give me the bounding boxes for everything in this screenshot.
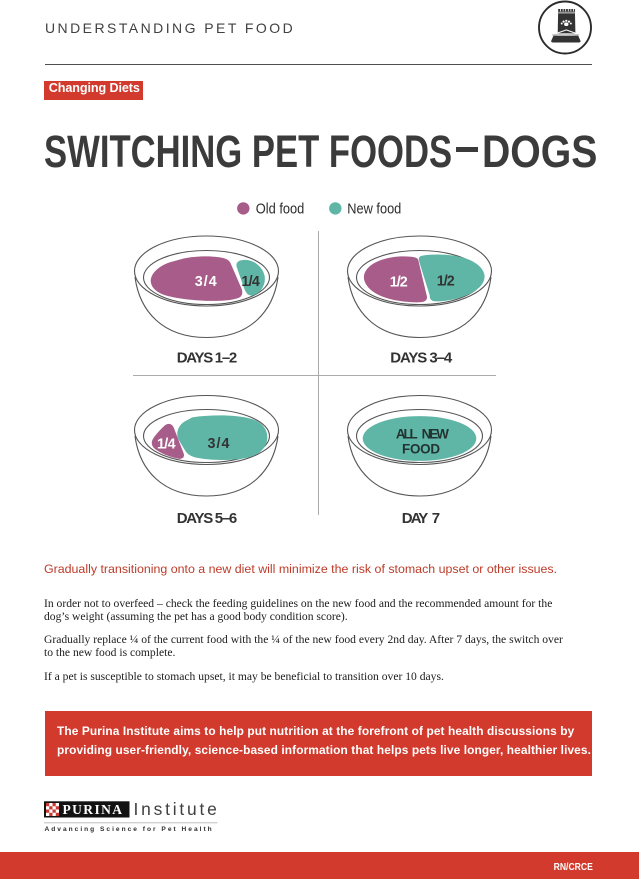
svg-text:3/4: 3/4 bbox=[195, 274, 217, 290]
svg-text:New food: New food bbox=[347, 202, 401, 218]
svg-text:ALL: ALL bbox=[396, 427, 418, 442]
svg-text:NEW: NEW bbox=[422, 427, 450, 442]
svg-text:1/4: 1/4 bbox=[157, 436, 176, 452]
svg-text:DAY: DAY bbox=[402, 510, 429, 527]
svg-text:7: 7 bbox=[432, 510, 440, 527]
svg-text:DAYS 5–6: DAYS 5–6 bbox=[177, 510, 238, 527]
svg-text:Old food: Old food bbox=[256, 202, 304, 218]
svg-text:Advancing Science for Pet Heal: Advancing Science for Pet Health bbox=[45, 826, 214, 833]
svg-text:DAYS 1–2: DAYS 1–2 bbox=[177, 349, 238, 366]
svg-text:Institute: Institute bbox=[134, 799, 220, 819]
svg-text:PURINA: PURINA bbox=[63, 802, 124, 817]
svg-text:FOOD: FOOD bbox=[402, 442, 440, 457]
svg-text:DAYS 3–4: DAYS 3–4 bbox=[390, 349, 453, 366]
svg-text:1/2: 1/2 bbox=[437, 273, 455, 289]
svg-text:3/4: 3/4 bbox=[208, 436, 230, 452]
svg-text:1/2: 1/2 bbox=[390, 275, 408, 291]
svg-text:1/4: 1/4 bbox=[241, 274, 260, 290]
